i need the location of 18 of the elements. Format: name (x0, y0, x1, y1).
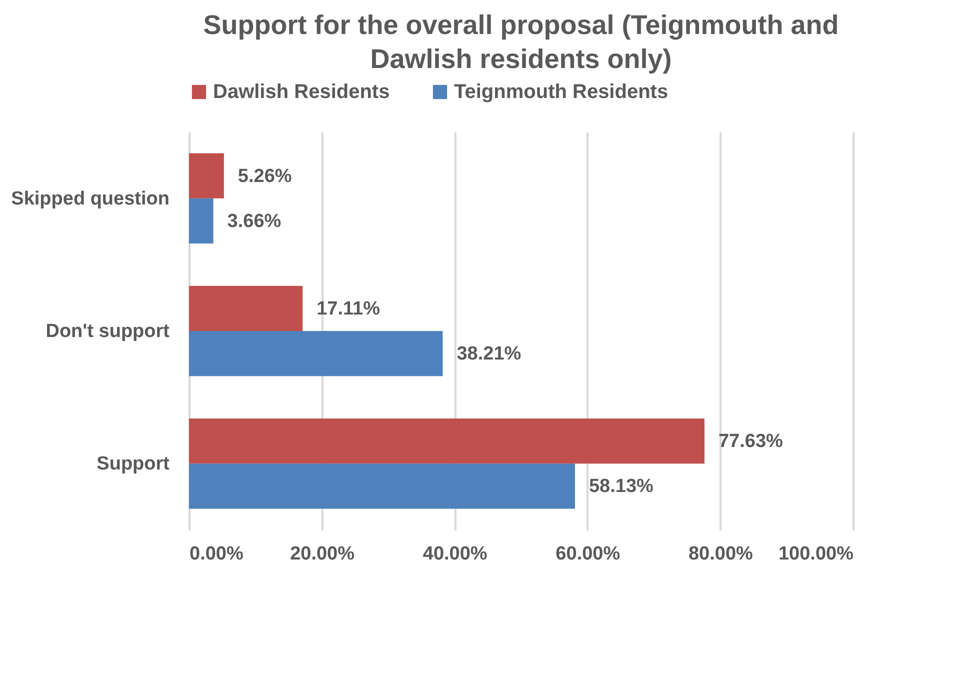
x-tick-label: 0.00% (190, 544, 244, 564)
x-tick-label: 40.00% (422, 544, 488, 564)
x-tick-label: 60.00% (556, 544, 620, 564)
data-label: 5.26% (238, 166, 292, 187)
data-label: 58.13% (588, 476, 654, 498)
y-tick-label: Support (96, 454, 170, 475)
data-label: 77.63% (718, 431, 784, 452)
legend-label: Dawlish Residents (213, 81, 390, 103)
legend-label: Teignmouth Residents (454, 81, 668, 103)
x-tick-label: 100.00% (778, 544, 854, 564)
x-tick-label: 80.00% (688, 544, 754, 564)
y-tick-label: Skipped question (11, 188, 170, 210)
data-label: 17.11% (316, 298, 380, 320)
data-label: 3.66% (227, 210, 282, 232)
y-tick-label: Don't support (46, 321, 170, 342)
chart-title: Support for the overall proposal (Teignmouth and Dawlish residents only) (203, 10, 839, 74)
data-label: 38.21% (456, 344, 522, 365)
x-tick-label: 20.00% (290, 544, 355, 564)
